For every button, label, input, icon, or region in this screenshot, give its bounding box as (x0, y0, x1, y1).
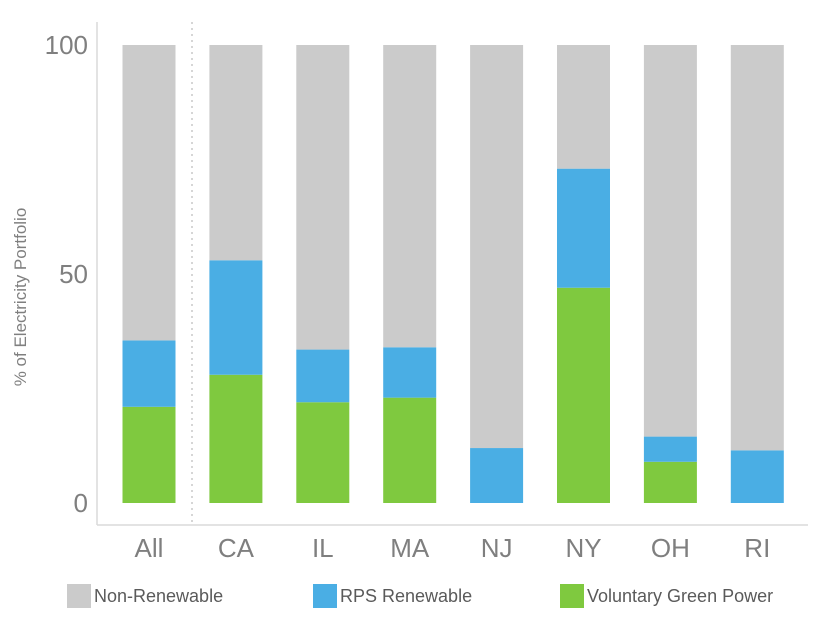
bar-segment-non-renewable-nj (470, 45, 524, 449)
y-tick-label: 50 (59, 259, 88, 289)
y-ticks: 0 50 100 (45, 30, 88, 518)
legend-item: RPS Renewable (313, 584, 472, 608)
bar-segment-voluntary-green-power-ma (383, 397, 437, 503)
bar-segment-non-renewable-oh (643, 45, 697, 437)
bar-segment-rps-renewable-il (296, 349, 350, 403)
axes (96, 22, 808, 526)
bar-segment-non-renewable-ca (209, 45, 263, 261)
legend-label: Non-Renewable (94, 585, 224, 606)
y-axis-label: % of Electricity Portfolio (11, 208, 30, 387)
legend-swatch (67, 584, 91, 608)
bar-segment-non-renewable-all (122, 45, 176, 341)
bar-segment-voluntary-green-power-ca (209, 374, 263, 503)
legend: Non-Renewable RPS Renewable Voluntary Gree… (0, 584, 826, 614)
bar-segment-rps-renewable-all (122, 340, 176, 407)
legend-swatch (560, 584, 584, 608)
x-tick-label: NY (565, 533, 601, 563)
bar-segment-rps-renewable-ma (383, 347, 437, 398)
bar-segment-voluntary-green-power-il (296, 402, 350, 503)
bar-segment-non-renewable-ri (730, 45, 784, 451)
bar-segment-rps-renewable-ny (557, 168, 610, 288)
x-tick-label: All (135, 533, 164, 563)
x-tick-label: RI (744, 533, 770, 563)
legend-item: Voluntary Green Power (560, 584, 773, 608)
x-tick-label: CA (218, 533, 255, 563)
bar-segment-non-renewable-il (296, 45, 350, 350)
x-tick-label: IL (312, 533, 334, 563)
bar-segment-rps-renewable-ca (209, 260, 263, 375)
x-tick-label: MA (390, 533, 430, 563)
legend-item: Non-Renewable (67, 584, 223, 608)
bar-segment-voluntary-green-power-all (122, 406, 176, 503)
legend-swatch (313, 584, 337, 608)
legend-label: RPS Renewable (340, 585, 473, 606)
legend-label: Voluntary Green Power (587, 585, 774, 606)
x-tick-label: NJ (481, 533, 513, 563)
y-tick-label: 100 (45, 30, 88, 60)
bar-segment-voluntary-green-power-oh (643, 461, 697, 503)
bar-segment-non-renewable-ny (557, 45, 610, 169)
bar-segment-voluntary-green-power-ny (557, 287, 610, 503)
y-tick-label: 0 (74, 488, 88, 518)
x-tick-label: OH (651, 533, 690, 563)
bar-segment-rps-renewable-oh (643, 436, 697, 462)
bar-segment-rps-renewable-nj (470, 448, 524, 503)
bar-segment-rps-renewable-ri (730, 450, 784, 503)
bar-segment-non-renewable-ma (383, 45, 437, 348)
x-ticks: All CA IL MA NJ NY OH RI (135, 533, 771, 563)
bars (122, 45, 784, 503)
